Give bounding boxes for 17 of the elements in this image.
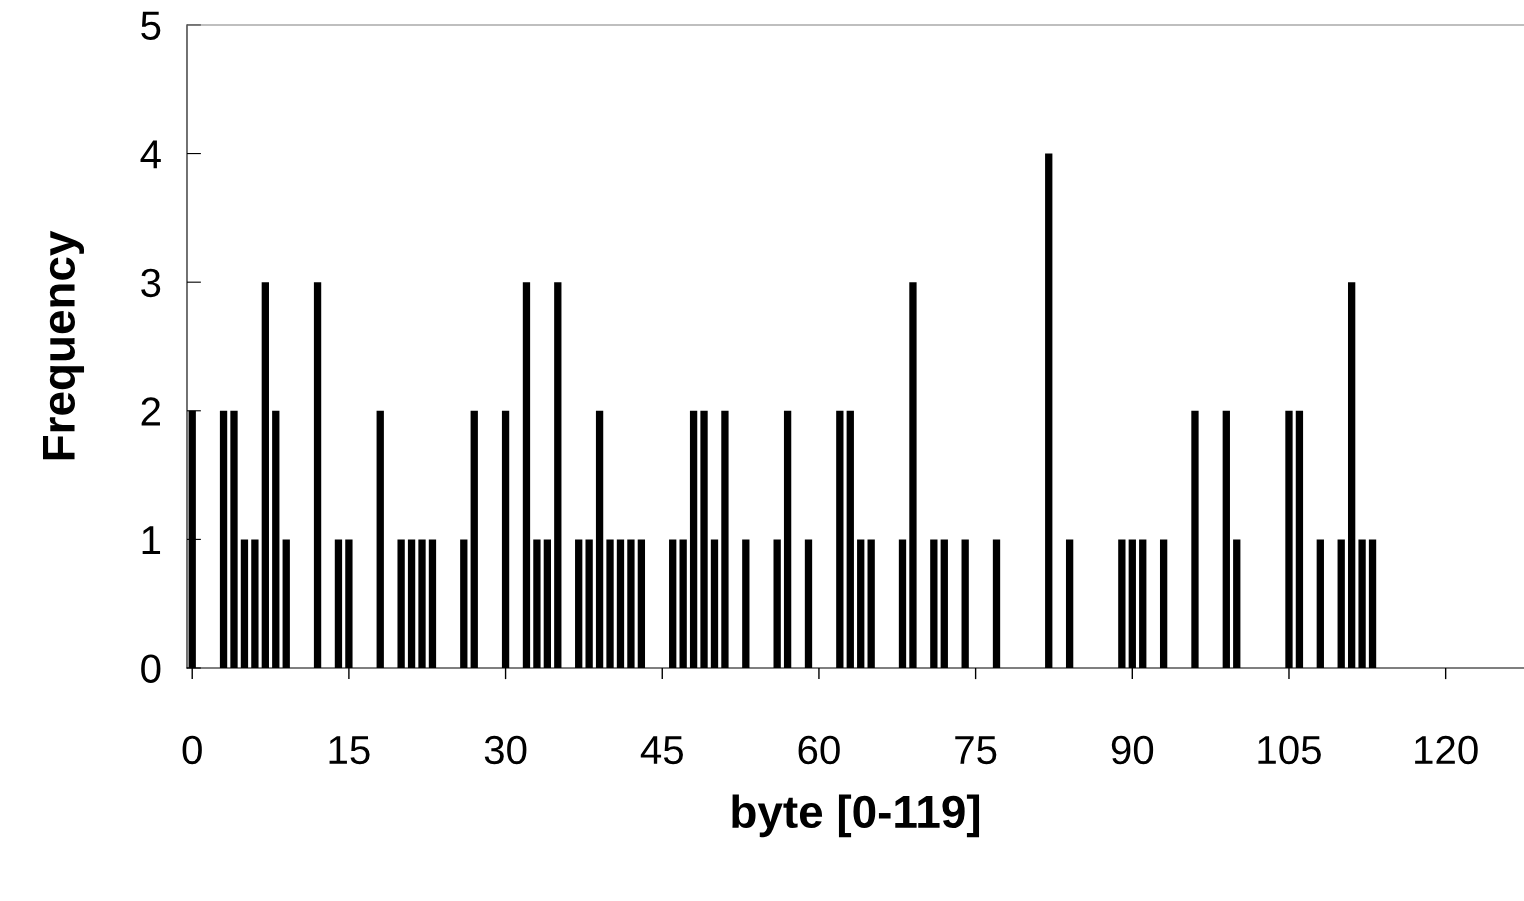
y-tick-label: 2: [141, 397, 160, 426]
x-tick-label: 120: [1415, 735, 1478, 765]
y-tick-label: 4: [140, 140, 161, 169]
x-tick-label: 45: [640, 736, 683, 765]
y-tick-label: 1: [142, 526, 161, 554]
y-tick-label: 0: [141, 654, 161, 683]
x-tick-label: 30: [484, 735, 527, 765]
y-tick-label: 3: [141, 268, 161, 298]
y-axis-title: Frequency: [43, 230, 85, 460]
x-tick-label: 0: [182, 735, 202, 765]
x-tick-label: 105: [1258, 735, 1321, 765]
x-tick-label: 90: [1111, 735, 1154, 765]
x-tick-label: 15: [329, 736, 370, 765]
x-tick-label: 75: [955, 736, 997, 765]
y-tick-label: 5: [141, 11, 161, 40]
x-axis-title: byte [0-119]: [732, 794, 980, 838]
x-tick-label: 60: [798, 735, 840, 765]
